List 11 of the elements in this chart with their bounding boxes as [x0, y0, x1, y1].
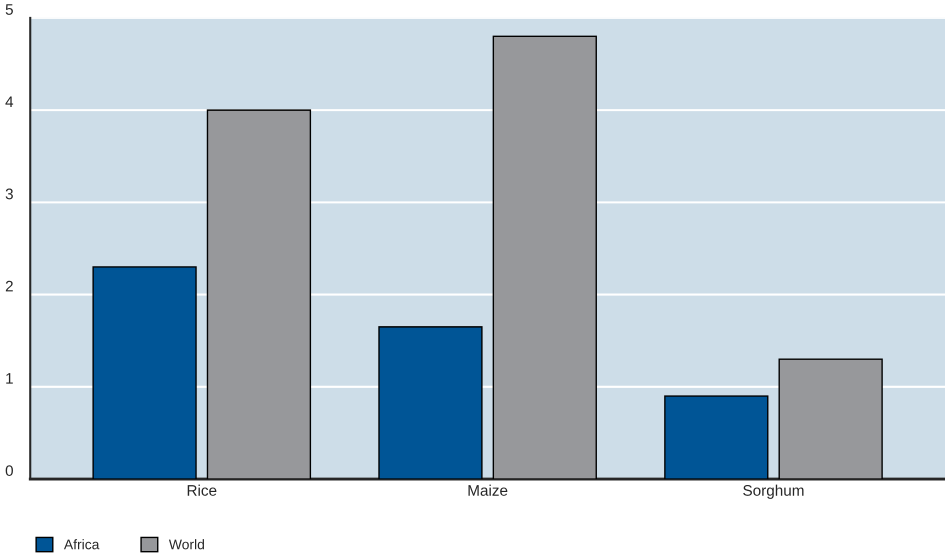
- legend-label: World: [168, 539, 204, 550]
- y-tick-label: 5: [6, 4, 13, 15]
- x-tick-label: Rice: [188, 484, 216, 496]
- x-tick-label: Maize: [468, 484, 508, 496]
- x-tick-label: Sorghum: [743, 484, 804, 499]
- y-tick-label: 3: [6, 188, 13, 200]
- y-tick-label: 1: [6, 373, 13, 384]
- y-tick-label: 4: [5, 96, 14, 107]
- legend-label: Africa: [64, 539, 100, 550]
- y-tick-label: 0: [6, 465, 13, 476]
- y-tick-label: 2: [6, 280, 13, 292]
